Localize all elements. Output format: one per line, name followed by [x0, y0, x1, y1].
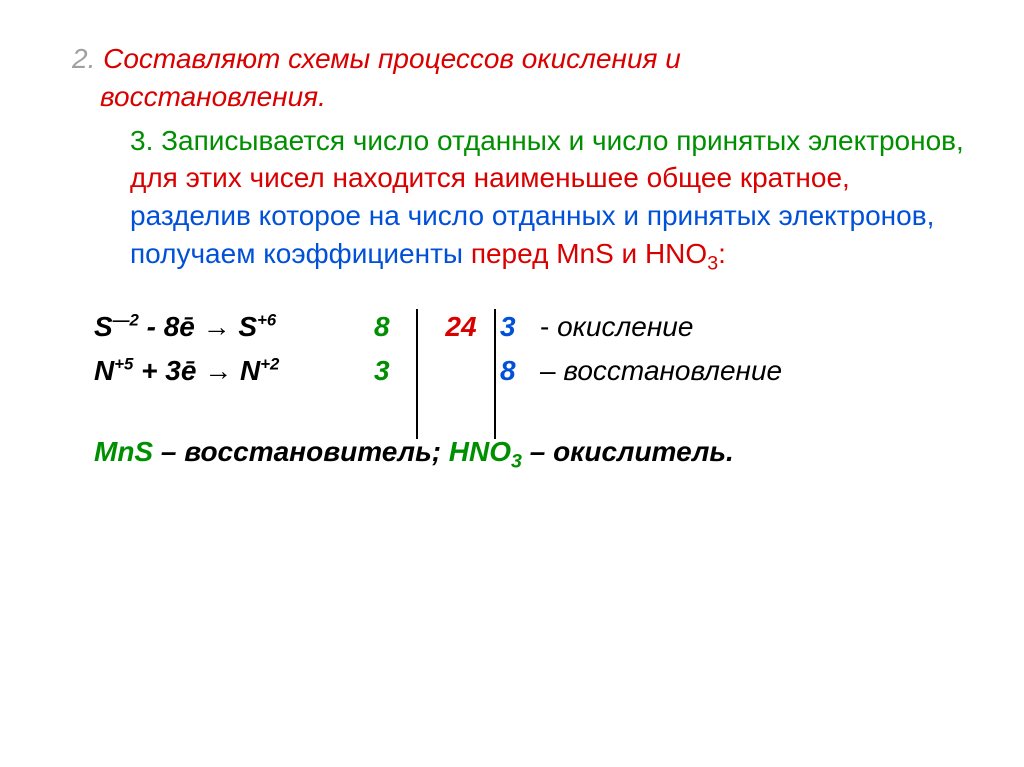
slide-content: 2. Составляют схемы процессов окисления …	[0, 0, 1024, 515]
step2-line2: восстановления.	[100, 78, 326, 116]
step3-red-text-2: перед MnS и HNO3:	[471, 238, 726, 269]
divider-line-1	[416, 309, 418, 439]
conclusion-line: MnS – восстановитель; HNO3 – окислитель.	[94, 433, 964, 475]
electron-balance-block: S—2 - 8ē → S+6 8 24 3 - окисление N+5 + …	[94, 305, 964, 393]
step3-paragraph: 3. Записывается число отданных и число п…	[130, 122, 964, 277]
electrons-2: 3	[374, 352, 422, 390]
oxidizer-label: – окислитель.	[522, 436, 734, 467]
coefficient-2: 8	[500, 352, 540, 390]
reducer-formula: MnS	[94, 436, 153, 467]
half-reaction-2: N+5 + 3ē → N+2	[94, 352, 374, 390]
reducer-label: – восстановитель;	[153, 436, 449, 467]
lcm-value: 24	[422, 308, 500, 346]
step3-green-text: Записывается число отданных и число прин…	[161, 125, 964, 156]
step3-red-text-1: для этих чисел находится наименьшее обще…	[130, 162, 850, 193]
step3-number: 3.	[130, 125, 153, 156]
electrons-1: 8	[374, 308, 422, 346]
half-reaction-1: S—2 - 8ē → S+6	[94, 308, 374, 346]
process-label-2: – восстановление	[540, 352, 782, 390]
divider-line-2	[494, 309, 496, 439]
equation-row-oxidation: S—2 - 8ē → S+6 8 24 3 - окисление	[94, 305, 964, 349]
coefficient-1: 3	[500, 308, 540, 346]
oxidizer-formula: HNO3	[449, 436, 522, 467]
step2-line1: Составляют схемы процессов окисления и	[103, 43, 681, 74]
process-label-1: - окисление	[540, 308, 693, 346]
equation-row-reduction: N+5 + 3ē → N+2 3 8 – восстановление	[94, 349, 964, 393]
step2-number: 2.	[72, 43, 95, 74]
step2-heading: 2. Составляют схемы процессов окисления …	[72, 40, 964, 116]
